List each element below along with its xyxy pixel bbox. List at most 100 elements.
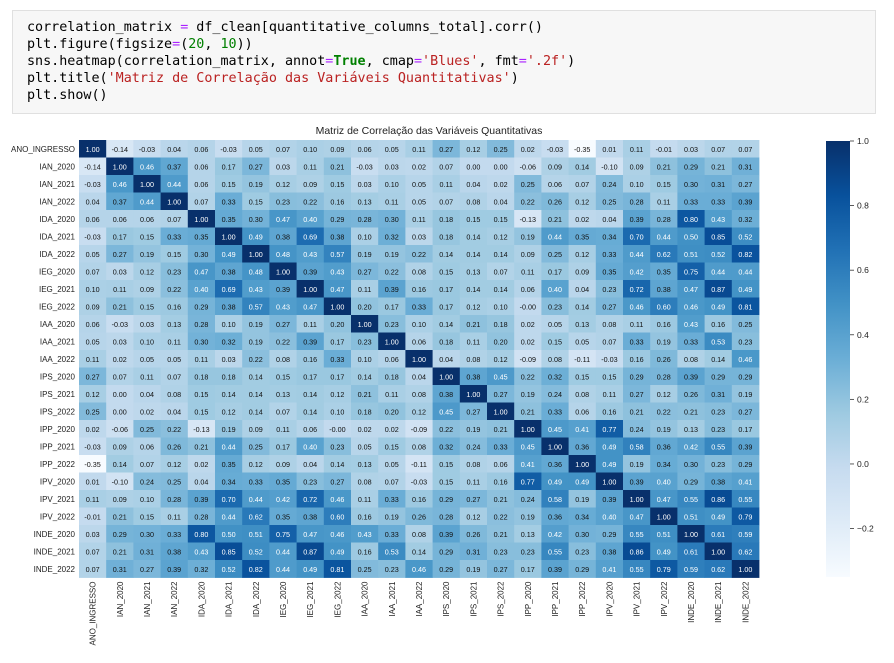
cell-annotation: 0.02	[412, 162, 426, 171]
cell-annotation: 0.69	[222, 285, 236, 294]
heatmap-cell	[623, 280, 651, 298]
cell-annotation: 0.19	[249, 320, 263, 329]
cell-annotation: 0.47	[330, 285, 344, 294]
y-tick-label: IPP_2020	[40, 425, 76, 434]
cell-annotation: 0.49	[330, 547, 344, 556]
cell-annotation: 0.27	[330, 477, 344, 486]
cell-annotation: 0.31	[113, 565, 127, 574]
heatmap-cell	[568, 420, 597, 438]
cell-annotation: 0.16	[358, 547, 372, 556]
heatmap-cell	[568, 175, 597, 193]
heatmap-cell	[487, 332, 515, 351]
heatmap-cell	[187, 210, 216, 228]
y-tick-label: INDE_2022	[34, 565, 76, 574]
heatmap-cell	[215, 560, 243, 578]
cell-annotation: -0.35	[84, 460, 100, 469]
cell-annotation: 0.06	[194, 180, 208, 189]
cell-annotation: 0.33	[167, 530, 181, 539]
heatmap-cell	[187, 175, 216, 193]
heatmap-cell	[106, 420, 134, 438]
heatmap-cell	[541, 210, 569, 228]
heatmap-cell	[106, 525, 134, 543]
heatmap-cell	[351, 455, 379, 473]
heatmap-cell	[405, 245, 433, 263]
cell-annotation: 0.15	[575, 372, 589, 381]
heatmap-cell	[623, 157, 651, 176]
heatmap-cell	[514, 140, 542, 158]
heatmap-cell	[79, 350, 107, 368]
cell-annotation: 0.29	[113, 530, 127, 539]
cell-annotation: 0.25	[521, 180, 535, 189]
cell-annotation: 0.21	[113, 547, 127, 556]
cell-annotation: 0.29	[194, 302, 208, 311]
heatmap-cell	[623, 350, 651, 368]
heatmap-cell	[296, 507, 325, 526]
heatmap-cell	[677, 385, 705, 403]
cell-annotation: 0.14	[249, 390, 263, 399]
code-editor[interactable]: correlation_matrix = df_clean[quantitati…	[13, 11, 875, 112]
cell-annotation: 0.22	[657, 407, 671, 416]
cell-annotation: -0.03	[356, 162, 372, 171]
cell-annotation: 0.13	[684, 425, 698, 434]
heatmap-cell	[623, 315, 651, 333]
code-cell[interactable]: correlation_matrix = df_clean[quantitati…	[12, 10, 876, 114]
heatmap-cell	[187, 315, 216, 333]
cell-annotation: -0.06	[520, 162, 536, 171]
cell-annotation: 0.50	[222, 530, 236, 539]
heatmap-cell	[378, 280, 406, 298]
cell-annotation: 0.39	[303, 337, 317, 346]
cell-annotation: 0.23	[330, 442, 344, 451]
cell-annotation: 0.49	[711, 512, 725, 521]
heatmap-cell	[160, 332, 189, 351]
heatmap-cell	[106, 385, 134, 403]
cell-annotation: 0.23	[385, 565, 399, 574]
heatmap-cell	[541, 525, 569, 543]
heatmap-cell	[215, 262, 243, 281]
cell-annotation: 0.72	[303, 495, 317, 504]
cell-annotation: 0.00	[113, 390, 127, 399]
cell-annotation: 0.46	[630, 302, 644, 311]
cell-annotation: 0.44	[140, 197, 154, 206]
cell-annotation: 0.29	[439, 495, 453, 504]
heatmap-cell	[296, 472, 325, 491]
heatmap-cell	[378, 490, 406, 508]
heatmap-cell	[650, 385, 678, 403]
heatmap-cell	[269, 542, 297, 561]
cell-annotation: 0.15	[140, 512, 154, 521]
cell-annotation: 0.25	[167, 477, 181, 486]
heatmap-cell	[568, 385, 597, 403]
cell-annotation: 0.36	[657, 442, 671, 451]
heatmap-cell	[623, 525, 651, 543]
cell-annotation: 0.04	[167, 145, 181, 154]
cell-annotation: 0.14	[711, 355, 725, 364]
heatmap-cell	[623, 332, 651, 351]
cell-annotation: 1.00	[548, 442, 562, 451]
heatmap-cell	[378, 297, 406, 316]
cell-annotation: 0.82	[249, 565, 263, 574]
heatmap-cell	[432, 332, 461, 351]
heatmap-cell	[242, 490, 270, 508]
cell-annotation: 0.19	[738, 390, 752, 399]
heatmap-cell	[405, 437, 433, 456]
heatmap-cell	[242, 472, 270, 491]
heatmap-cell	[323, 280, 352, 298]
cell-annotation: 0.10	[330, 407, 344, 416]
cell-annotation: 0.39	[276, 285, 290, 294]
cell-annotation: 0.31	[711, 390, 725, 399]
heatmap-cell	[704, 210, 733, 228]
cell-annotation: 0.10	[140, 495, 154, 504]
heatmap-cell	[432, 175, 461, 193]
cell-annotation: 0.36	[575, 442, 589, 451]
heatmap-cell	[242, 315, 270, 333]
cell-annotation: 0.25	[602, 197, 616, 206]
heatmap-cell	[269, 490, 297, 508]
cell-annotation: 0.43	[303, 250, 317, 259]
heatmap-cell	[650, 455, 678, 473]
cell-annotation: 0.02	[494, 180, 508, 189]
cell-annotation: 0.24	[521, 495, 535, 504]
cell-annotation: 0.27	[602, 302, 616, 311]
cell-annotation: 0.15	[194, 390, 208, 399]
cell-annotation: 0.19	[657, 337, 671, 346]
heatmap-cell	[405, 402, 433, 421]
cell-annotation: 0.08	[466, 197, 480, 206]
